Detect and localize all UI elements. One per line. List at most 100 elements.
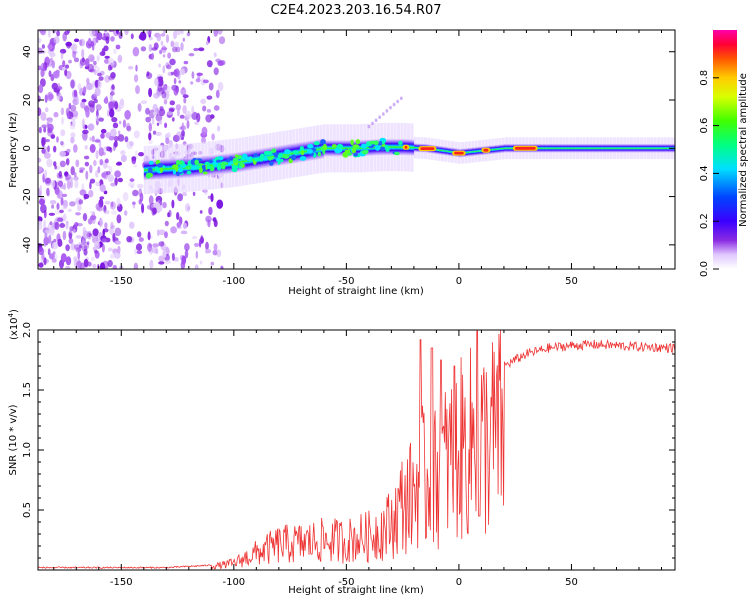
noise-speck [83, 241, 89, 250]
band-slice [400, 138, 403, 156]
noise-speck [62, 230, 67, 241]
noise-speck [166, 111, 173, 116]
noise-speck [162, 84, 166, 89]
noise-speck [52, 71, 59, 79]
noise-speck [74, 38, 80, 43]
band-slice [501, 144, 505, 153]
band-slice [600, 143, 604, 153]
noise-speck [132, 46, 140, 57]
x-tick-label: -150 [110, 577, 133, 588]
noise-speck [41, 138, 45, 147]
noise-speck [104, 30, 107, 33]
noise-speck [48, 70, 52, 77]
noise-speck [181, 122, 185, 132]
noise-speck [47, 91, 54, 102]
noise-speck [59, 209, 64, 214]
noise-speck [127, 181, 135, 188]
noise-speck [82, 213, 88, 222]
band-slice [544, 143, 547, 153]
band-slice [648, 143, 651, 153]
noise-speck [59, 150, 66, 157]
noise-speck [107, 247, 113, 252]
noise-speck [93, 60, 97, 66]
noise-speck [96, 109, 99, 118]
noise-speck [173, 87, 179, 96]
noise-speck [109, 226, 114, 235]
band-blob [271, 148, 277, 153]
noise-speck [47, 44, 53, 50]
band-slice [616, 143, 619, 153]
noise-speck [141, 203, 145, 214]
noise-speck [206, 40, 209, 46]
noise-speck [70, 104, 77, 112]
noise-speck [56, 202, 60, 210]
band-slice [411, 139, 415, 156]
noise-speck [180, 230, 188, 235]
noise-speck [148, 132, 152, 141]
noise-speck [148, 139, 153, 144]
noise-speck [137, 103, 142, 112]
noise-speck [158, 229, 166, 236]
noise-speck [124, 30, 129, 35]
band-slice [639, 143, 642, 153]
noise-speck [97, 166, 101, 174]
noise-speck [43, 127, 47, 133]
noise-speck [107, 174, 114, 183]
noise-speck [89, 137, 92, 142]
noise-speck [61, 141, 65, 148]
noise-speck [65, 158, 70, 166]
band-slice [569, 143, 572, 153]
noise-speck [184, 203, 191, 213]
noise-speck [59, 48, 67, 54]
noise-speck [164, 122, 168, 129]
band-slice [143, 159, 147, 181]
noise-speck [184, 249, 189, 259]
noise-speck [140, 46, 147, 52]
noise-speck [156, 33, 162, 42]
band-slice [573, 143, 577, 153]
noise-speck [179, 68, 185, 76]
noise-speck [195, 250, 198, 259]
noise-speck [159, 120, 162, 125]
noise-speck [122, 192, 129, 202]
noise-speck [47, 117, 53, 124]
band-slice [632, 143, 635, 153]
colorbar: 0.0 0.2 0.4 0.6 0.8 Normalized spectral ampl… [699, 30, 749, 277]
noise-speck [152, 130, 157, 135]
noise-speck [87, 123, 95, 131]
noise-speck [172, 134, 180, 142]
noise-speck [96, 206, 103, 212]
band-blob [178, 167, 183, 173]
band-slice [344, 140, 347, 157]
noise-speck [179, 133, 185, 138]
snr-panel: -150 -100 -50 0 50 0.5 1.0 1.5 2.0 Height of st… [7, 309, 676, 596]
noise-speck [101, 47, 106, 56]
noise-speck [107, 64, 112, 71]
noise-speck [135, 64, 138, 72]
noise-speck [94, 249, 98, 254]
band-slice [591, 143, 595, 153]
noise-speck [38, 84, 44, 94]
noise-speck [85, 170, 89, 180]
band-blob [190, 166, 198, 170]
band-slice [242, 151, 246, 172]
noise-speck [165, 137, 170, 145]
band-blob [360, 143, 368, 149]
x-tick-label: -50 [338, 577, 354, 588]
noise-speck [49, 200, 57, 205]
band-slice [251, 149, 255, 170]
noise-speck [210, 261, 215, 266]
colorbar-tick-label: 0.2 [699, 213, 710, 229]
streak-speck [396, 99, 400, 104]
y-tick-label: 40 [22, 45, 33, 58]
noise-speck [88, 54, 95, 62]
noise-speck [107, 259, 113, 268]
noise-speck [46, 187, 50, 196]
band-slice [558, 143, 561, 153]
noise-speck [96, 55, 100, 62]
noise-speck [43, 237, 50, 245]
noise-speck [199, 260, 203, 265]
noise-speck [89, 178, 96, 184]
snr-x-ticks: -150 -100 -50 0 50 [53, 330, 662, 588]
band-slice [576, 143, 579, 153]
